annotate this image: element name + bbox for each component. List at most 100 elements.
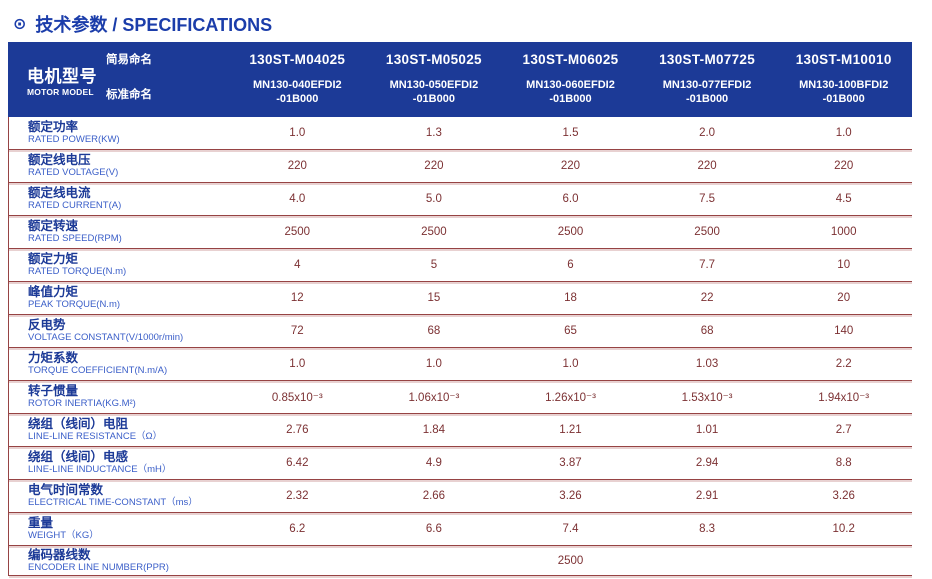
value-cell: 1.94x10⁻³ <box>818 392 870 404</box>
value-cell: 1.53x10⁻³ <box>681 392 733 404</box>
value-cell: 65 <box>564 325 577 337</box>
value-cell: 1.01 <box>695 424 719 436</box>
value-cell: 3.26 <box>559 490 582 502</box>
value-cell: 1.3 <box>425 127 442 139</box>
value-cell: 1.0 <box>562 358 579 370</box>
model-simple-name: 130ST-M07725 <box>659 51 756 67</box>
value-cell: 4 <box>294 259 301 271</box>
motor-model-header-cell: 电机型号 MOTOR MODEL 简易命名 标准命名 <box>8 42 229 117</box>
table-row-peak-torque: 峰值力矩 PEAK TORQUE(N.m) 12 15 18 22 20 <box>9 282 912 315</box>
row-label-zh: 峰值力矩 <box>28 285 79 300</box>
page-title: ⊙ 技术参数 / SPECIFICATIONS <box>0 0 932 36</box>
value-cell: 12 <box>290 292 304 304</box>
value-cell: 5.0 <box>425 193 442 205</box>
motor-model-label-zh: 电机型号 <box>27 67 97 86</box>
value-cell: 1.0 <box>289 358 306 370</box>
row-label: 重量 WEIGHT（KG） <box>9 516 229 542</box>
row-label: 力矩系数 TORQUE COEFFICIENT(N.m/A) <box>9 351 229 377</box>
motor-model-label: 电机型号 MOTOR MODEL <box>8 42 106 117</box>
value-cell: 2.0 <box>699 127 716 139</box>
row-label: 绕组（线间）电感 LINE-LINE INDUCTANCE（mH） <box>9 450 229 476</box>
value-cell: 2.91 <box>695 490 719 502</box>
row-label-zh: 额定线电流 <box>28 186 91 201</box>
value-cell: 7.5 <box>699 193 716 205</box>
specifications-table: 电机型号 MOTOR MODEL 简易命名 标准命名 130ST-M04025 … <box>8 42 912 576</box>
naming-labels: 简易命名 标准命名 <box>106 42 229 117</box>
value-cell: 1.0 <box>835 127 852 139</box>
value-cell: 7.7 <box>699 259 716 271</box>
row-label: 额定转速 RATED SPEED(RPM) <box>9 219 229 245</box>
bullet-circle-icon: ⊙ <box>13 15 27 33</box>
table-row-electrical-time-constant: 电气时间常数 ELECTRICAL TIME-CONSTANT（ms） 2.32… <box>9 480 912 513</box>
value-cell: 2.32 <box>286 490 309 502</box>
value-cell: 5 <box>430 259 438 271</box>
row-label-en: WEIGHT（KG） <box>28 530 99 542</box>
value-cell: 1.0 <box>425 358 442 370</box>
value-cell: 2500 <box>421 226 447 238</box>
model-column-header: 130ST-M04025 MN130-040EFDI2 -01B000 <box>229 42 366 117</box>
row-label-zh: 编码器线数 <box>28 547 91 562</box>
value-cell: 10.2 <box>832 523 855 535</box>
row-label-zh: 绕组（线间）电感 <box>28 450 129 465</box>
model-simple-name: 130ST-M04025 <box>249 51 346 67</box>
table-row-encoder-line-number: 编码器线数 ENCODER LINE NUMBER(PPR) 2500 <box>9 546 912 576</box>
value-cell: 2.2 <box>835 358 852 370</box>
row-label-en: TORQUE COEFFICIENT(N.m/A) <box>28 365 168 377</box>
model-standard-name: MN130-100BFDI2 -01B000 <box>775 76 912 117</box>
row-label: 额定功率 RATED POWER(KW) <box>9 120 229 146</box>
value-cell: 0.85x10⁻³ <box>271 392 323 404</box>
standard-name-line2: -01B000 <box>276 93 319 106</box>
value-cell: 2.7 <box>835 424 852 436</box>
value-cell: 220 <box>834 160 854 172</box>
value-cell: 2.66 <box>422 490 446 502</box>
row-label: 转子惯量 ROTOR INERTIA(KG.M²) <box>9 384 229 410</box>
table-header: 电机型号 MOTOR MODEL 简易命名 标准命名 130ST-M04025 … <box>8 42 912 117</box>
row-label-zh: 额定功率 <box>28 120 79 135</box>
value-cell: 15 <box>427 292 441 304</box>
standard-name-line1: MN130-060EFDI2 <box>526 79 615 91</box>
value-cell: 1.84 <box>422 424 446 436</box>
standard-name-line2: -01B000 <box>412 93 455 106</box>
value-cell: 4.5 <box>835 193 852 205</box>
standard-naming-label: 标准命名 <box>106 88 152 101</box>
standard-name-line1: MN130-077EFDI2 <box>662 79 752 91</box>
row-label: 电气时间常数 ELECTRICAL TIME-CONSTANT（ms） <box>9 483 229 509</box>
value-cell: 2500 <box>284 226 311 238</box>
row-label-zh: 绕组（线间）电阻 <box>28 417 129 432</box>
row-label: 额定线电压 RATED VOLTAGE(V) <box>9 153 229 179</box>
row-label-en: RATED VOLTAGE(V) <box>28 167 119 179</box>
row-label-en: RATED CURRENT(A) <box>28 200 122 212</box>
row-label-en: PEAK TORQUE(N.m) <box>28 299 121 311</box>
motor-model-label-en: MOTOR MODEL <box>27 87 94 97</box>
value-cell: 68 <box>427 325 441 337</box>
row-label-en: RATED TORQUE(N.m) <box>28 266 127 278</box>
table-row-rated-voltage: 额定线电压 RATED VOLTAGE(V) 220 220 220 220 2… <box>9 150 912 183</box>
value-cell: 6.42 <box>286 457 309 469</box>
row-label-en: VOLTAGE CONSTANT(V/1000r/min) <box>28 332 184 344</box>
row-label-en: ELECTRICAL TIME-CONSTANT（ms） <box>28 497 198 509</box>
table-row-rated-current: 额定线电流 RATED CURRENT(A) 4.0 5.0 6.0 7.5 4… <box>9 183 912 216</box>
value-cell: 220 <box>560 160 581 172</box>
row-label-en: RATED POWER(KW) <box>28 134 120 146</box>
simple-naming-label: 简易命名 <box>106 54 152 66</box>
row-label-en: ENCODER LINE NUMBER(PPR) <box>28 561 169 573</box>
value-cell: 6.0 <box>562 193 579 205</box>
value-cell: 1.03 <box>695 358 719 370</box>
table-row-rated-speed: 额定转速 RATED SPEED(RPM) 2500 2500 2500 250… <box>9 216 912 249</box>
table-body: 额定功率 RATED POWER(KW) 1.0 1.3 1.5 2.0 1.0… <box>8 117 912 576</box>
value-cell: 220 <box>424 160 444 172</box>
value-cell: 8.3 <box>699 523 716 535</box>
row-label: 额定力矩 RATED TORQUE(N.m) <box>9 252 229 278</box>
value-cell: 18 <box>564 292 577 304</box>
value-cell: 1.21 <box>559 424 582 436</box>
value-cell: 2.94 <box>695 457 719 469</box>
table-row-voltage-constant: 反电势 VOLTAGE CONSTANT(V/1000r/min) 72 68 … <box>9 315 912 348</box>
value-cell: 4.9 <box>425 457 442 469</box>
row-label-zh: 反电势 <box>28 318 66 333</box>
model-standard-name: MN130-077EFDI2 -01B000 <box>639 76 776 117</box>
table-row-torque-coefficient: 力矩系数 TORQUE COEFFICIENT(N.m/A) 1.0 1.0 1… <box>9 348 912 381</box>
value-cell: 68 <box>700 325 714 337</box>
row-label-zh: 力矩系数 <box>28 351 79 366</box>
value-cell: 2500 <box>694 226 720 238</box>
page-title-text: 技术参数 / SPECIFICATIONS <box>35 14 273 35</box>
